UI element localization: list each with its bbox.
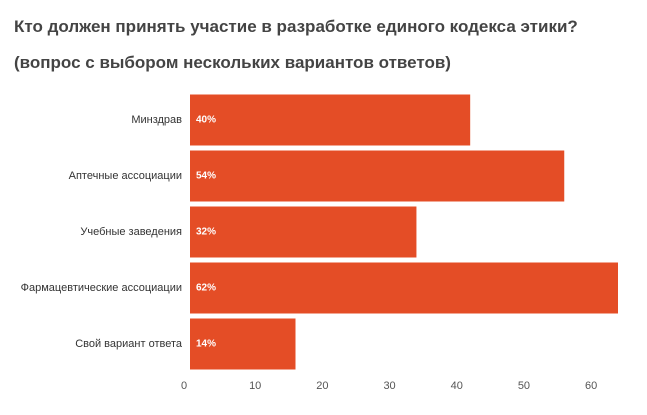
data-label-0: 40% [196,115,216,126]
category-label-1: Аптечные ассоциации [69,170,182,182]
x-tick-label-1: 10 [249,380,261,392]
category-labels-layer: Минздрав Аптечные ассоциации Учебные завед… [21,114,183,350]
chart-title: Кто должен принять участие в разработке … [14,17,578,36]
data-label-1: 54% [196,171,216,182]
x-tick-label-0: 0 [181,380,187,392]
x-tick-label-6: 60 [585,380,597,392]
bar-0 [190,94,471,146]
x-tick-label-4: 40 [451,380,463,392]
data-label-2: 32% [196,227,216,238]
x-axis-ticks-layer: 0 10 20 30 40 50 60 [181,380,597,392]
bar-3 [190,262,618,314]
data-label-3: 62% [196,283,216,294]
category-label-3: Фармацевтические ассоциации [21,282,182,294]
data-label-4: 14% [196,339,216,350]
bars-layer [190,94,618,370]
x-tick-label-3: 30 [383,380,395,392]
chart-subtitle: (вопрос с выбором нескольких вариантов о… [14,53,451,72]
category-label-4: Свой вариант ответа [75,338,183,350]
x-tick-label-5: 50 [518,380,530,392]
category-label-0: Минздрав [131,114,182,126]
bar-4 [190,318,296,370]
x-tick-label-2: 20 [316,380,328,392]
data-labels-layer: 40% 54% 32% 62% 14% [196,115,216,350]
category-label-2: Учебные заведения [80,226,182,238]
bar-2 [190,206,417,258]
bar-1 [190,150,565,202]
